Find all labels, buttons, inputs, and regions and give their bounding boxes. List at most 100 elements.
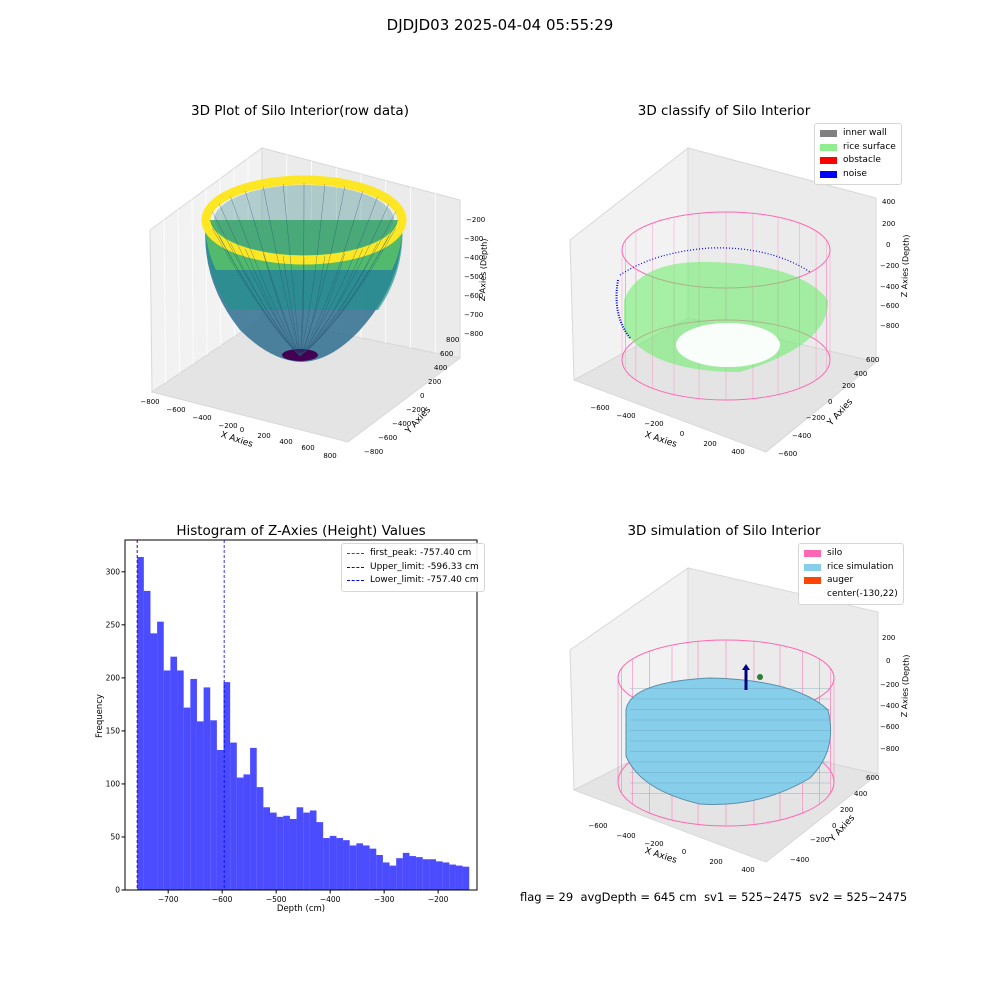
histogram-bar [356, 843, 363, 890]
histogram-bar [183, 707, 191, 890]
raw-x-tick: −800 [140, 398, 159, 406]
legend-item-rice-simulation: rice simulation [804, 561, 898, 575]
histogram-y-tick-label: 200 [106, 673, 121, 682]
histogram-y-tick-label: 0 [115, 886, 120, 895]
classify-surface [615, 247, 829, 372]
histogram-bar [296, 807, 304, 890]
histogram-bar [343, 840, 350, 890]
legend-item-first-peak: first_peak: -757.40 cm [347, 547, 479, 561]
legend-label: inner wall [843, 128, 887, 138]
raw-bowl-meridian [299, 203, 389, 357]
raw-bowl-meridian [299, 256, 326, 357]
classify-y-tick: −600 [778, 450, 797, 458]
classify-3d-plot: −600 −400 −200 0 200 400 X Axies −600 −4… [569, 146, 911, 458]
legend-item-silo: silo [804, 547, 898, 561]
histogram-bar [369, 848, 377, 890]
raw-y-tick: 600 [440, 350, 453, 358]
raw-z-tick: −300 [464, 235, 483, 243]
classify-z-label: Z Axies (Depth) [900, 234, 911, 297]
raw-x-tick: 200 [257, 432, 270, 440]
raw-x-tick: 400 [279, 438, 292, 446]
legend-label: center(-130,22) [827, 588, 898, 599]
classify-legend: inner wall rice surface obstacle noise [814, 123, 902, 185]
histogram-reference-lines [136, 540, 225, 890]
histogram-bar [422, 859, 430, 890]
classify-x-tick: 200 [703, 440, 716, 448]
histogram-bar [263, 807, 271, 890]
histogram-bar [157, 621, 164, 890]
classify-z-tick: 200 [882, 220, 895, 228]
raw-bowl-meridian [282, 183, 301, 357]
raw-y-tick: 200 [428, 378, 441, 386]
histogram-bar [230, 742, 237, 890]
histogram-y-label: Frequency [95, 694, 105, 738]
legend-label: auger [827, 575, 854, 585]
raw-bowl-meridians [209, 182, 399, 357]
histogram-bar [223, 682, 231, 890]
histogram-bar [336, 838, 344, 890]
histogram-bar [256, 787, 264, 890]
raw-grid-line [177, 209, 180, 374]
raw-z-label: Z Axies (Depth) [478, 238, 489, 301]
histogram-bar [462, 866, 470, 890]
raw-z-tick: −200 [466, 216, 485, 224]
histogram-bars [137, 556, 470, 890]
histogram-bar [436, 861, 443, 890]
legend-item-auger: auger [804, 574, 898, 588]
classify-plot-title: 3D classify of Silo Interior [637, 103, 811, 119]
raw-bowl-meridian [245, 191, 301, 357]
histogram-y-tick-label: 300 [106, 567, 121, 576]
sv2-value: sv2 = 525~2475 [809, 890, 908, 904]
sim-auger [742, 664, 763, 690]
histogram-bar [143, 590, 151, 890]
histogram-bar [382, 862, 390, 890]
histogram-bar [216, 750, 224, 890]
histogram-bar [177, 670, 184, 890]
histogram-bar [276, 816, 284, 890]
raw-y-tick: 0 [420, 392, 424, 400]
summary-footer: flag = 29 avgDepth = 645 cm sv1 = 525~24… [520, 890, 907, 904]
raw-grid-line [191, 199, 194, 365]
sim-z-tick: −200 [880, 681, 899, 689]
histogram-y-tick-label: 50 [110, 832, 120, 841]
legend-label: rice simulation [827, 561, 894, 572]
classify-y-tick: 0 [828, 398, 832, 406]
sim-z-tick: −600 [880, 723, 899, 731]
legend-swatch [820, 143, 837, 151]
histogram-bar [416, 857, 423, 890]
sim-z-axis: 200 0 −200 −400 −600 −800 Z Axies (Depth… [880, 634, 911, 753]
histogram-bar [243, 774, 251, 890]
legend-item-obstacle: obstacle [820, 154, 896, 168]
sim-x-tick: 400 [741, 866, 754, 874]
histogram-axes-frame [124, 539, 478, 891]
legend-label: first_peak: -757.40 cm [370, 548, 472, 558]
histogram-bar [409, 856, 417, 890]
sim-x-tick: 0 [682, 848, 686, 856]
sim-x-tick: −200 [644, 840, 663, 848]
legend-label: Lower_limit: -757.40 cm [370, 575, 479, 585]
histogram-x-tick-label: −400 [320, 895, 341, 904]
sim-z-tick: −400 [880, 702, 899, 710]
raw-y-tick: 800 [446, 336, 459, 344]
raw-bowl-meridian [299, 183, 326, 357]
raw-x-tick: 0 [240, 426, 244, 434]
flag-value: flag = 29 [520, 890, 574, 904]
histogram-bar [389, 865, 397, 890]
legend-label: Upper_limit: -596.33 cm [370, 561, 479, 572]
histogram-x-tick-label: −600 [212, 895, 233, 904]
figure-title: DJDJD03 2025-04-04 05:55:29 [386, 16, 614, 34]
histogram-bar [170, 656, 178, 890]
raw-bowl-meridian [262, 253, 301, 357]
legend-item-center: center(-130,22) [804, 588, 898, 602]
sim-z-tick: 0 [886, 657, 890, 665]
raw-x-tick: −400 [192, 414, 211, 422]
classify-y-tick: −200 [806, 414, 825, 422]
classify-y-tick: 200 [842, 382, 855, 390]
legend-item-upper-limit: Upper_limit: -596.33 cm [347, 561, 479, 575]
legend-swatch [804, 563, 821, 571]
raw-bowl-meridian [299, 191, 363, 357]
simulation-plot-title: 3D simulation of Silo Interior [627, 523, 821, 539]
raw-y-tick: −800 [364, 448, 383, 456]
histogram-x-tick-label: −300 [374, 895, 395, 904]
raw-z-tick: −800 [464, 330, 483, 338]
